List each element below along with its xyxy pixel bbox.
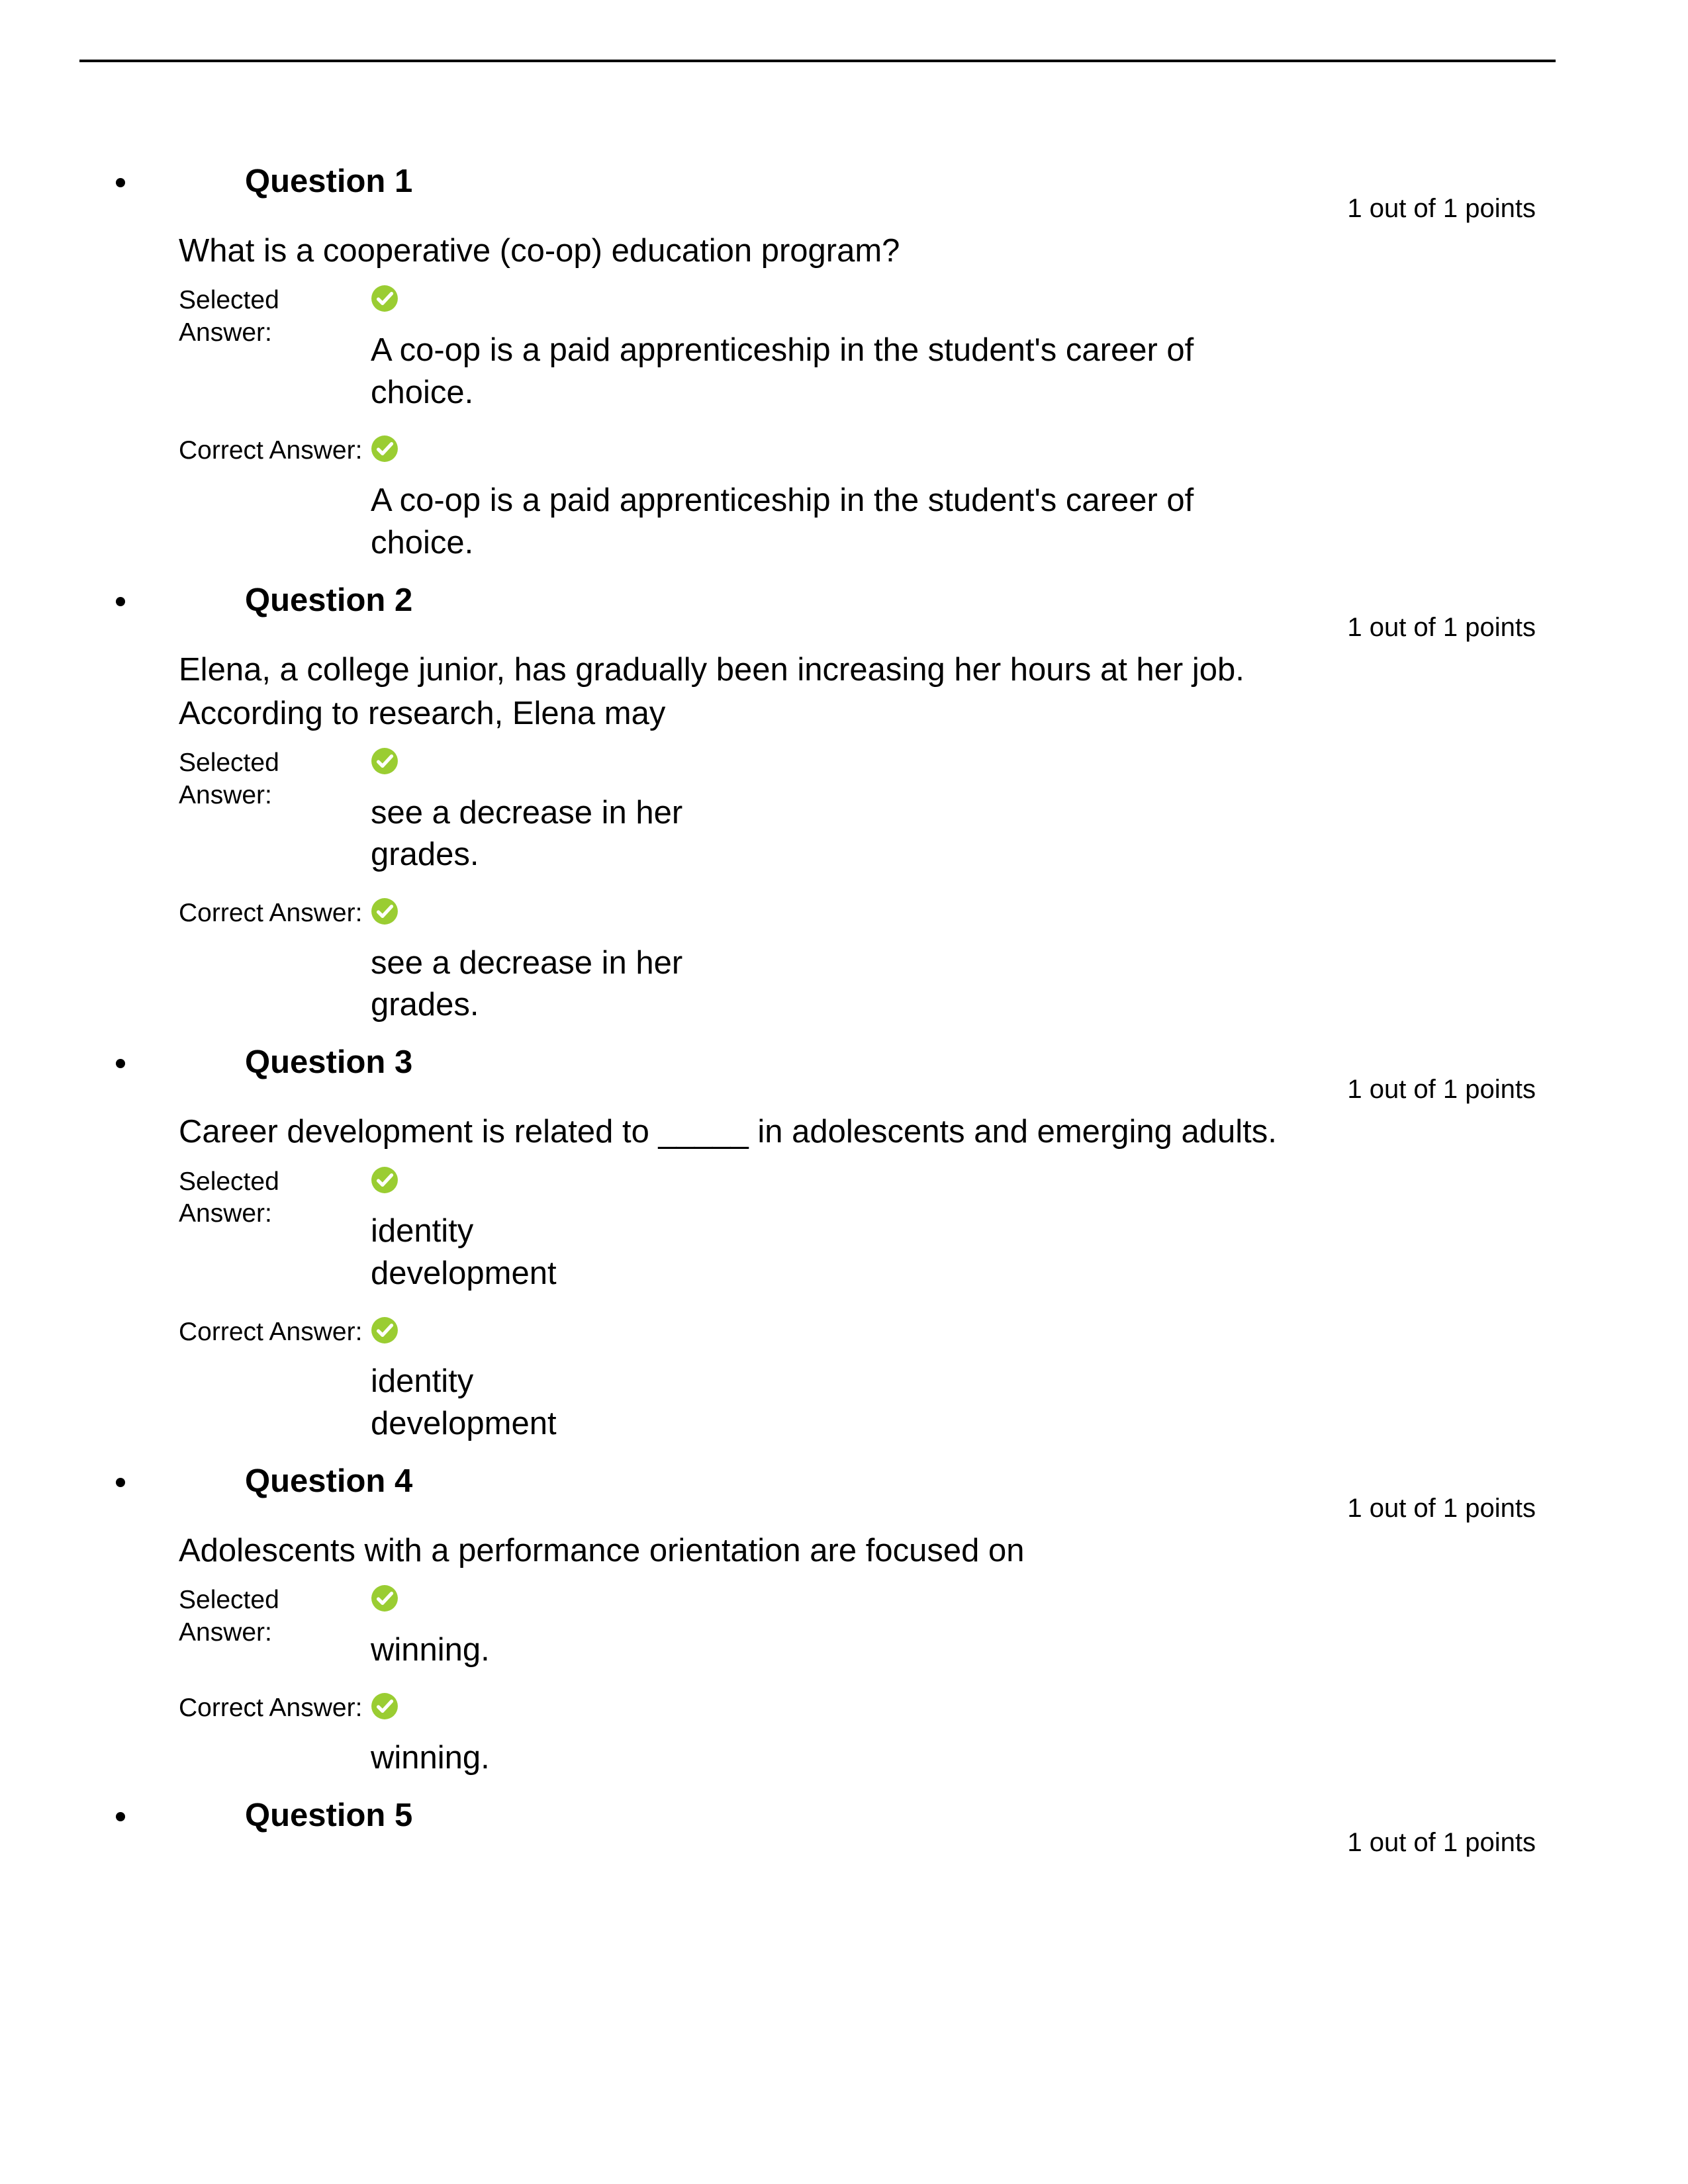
correct-answer-label: Correct Answer: (179, 1692, 371, 1725)
correct-answer-value: identity development (371, 1316, 1556, 1445)
selected-answer-text: identity development (371, 1210, 602, 1295)
question-prompt: What is a cooperative (co-op) education … (179, 229, 1383, 273)
question-body: What is a cooperative (co-op) education … (139, 229, 1556, 564)
selected-answer-label: Selected Answer: (179, 747, 371, 812)
correct-answer-label: Correct Answer: (179, 897, 371, 930)
question-prompt: Career development is related to _____ i… (179, 1110, 1383, 1154)
answers-grid: Selected Answer:winning.Correct Answer:w… (179, 1584, 1556, 1780)
selected-answer-text: winning. (371, 1629, 490, 1672)
selected-answer-label: Selected Answer: (179, 1584, 371, 1649)
question-prompt: Elena, a college junior, has gradually b… (179, 648, 1383, 735)
question-title: Question 4 (139, 1461, 412, 1502)
correct-answer-value: A co-op is a paid apprenticeship in the … (371, 435, 1556, 564)
correct-answer-text: see a decrease in her grades. (371, 942, 741, 1026)
question-title: Question 1 (139, 161, 412, 202)
check-icon (371, 285, 399, 312)
check-icon (371, 435, 399, 463)
correct-answer-value: see a decrease in her grades. (371, 897, 1556, 1026)
check-icon (371, 1692, 399, 1720)
question-prompt: Adolescents with a performance orientati… (179, 1529, 1383, 1572)
answers-grid: Selected Answer:see a decrease in her gr… (179, 747, 1556, 1026)
selected-answer-value: A co-op is a paid apprenticeship in the … (371, 285, 1556, 414)
selected-answer-value: see a decrease in her grades. (371, 747, 1556, 876)
answers-grid: Selected Answer:A co-op is a paid appren… (179, 285, 1556, 564)
check-icon (371, 747, 399, 775)
question-title: Question 3 (139, 1042, 412, 1083)
question-item: Question 21 out of 1 pointsElena, a coll… (139, 580, 1556, 1043)
correct-answer-label: Correct Answer: (179, 435, 371, 467)
question-list: Question 11 out of 1 pointsWhat is a coo… (79, 161, 1556, 1867)
correct-answer-text: identity development (371, 1361, 602, 1445)
correct-answer-value: winning. (371, 1692, 1556, 1779)
question-body: Elena, a college junior, has gradually b… (139, 648, 1556, 1026)
check-icon (371, 897, 399, 925)
top-divider (79, 60, 1556, 62)
check-icon (371, 1166, 399, 1194)
check-icon (371, 1316, 399, 1344)
question-body: Adolescents with a performance orientati… (139, 1529, 1556, 1780)
selected-answer-value: winning. (371, 1584, 1556, 1671)
question-item: Question 41 out of 1 pointsAdolescents w… (139, 1461, 1556, 1796)
question-title: Question 2 (139, 580, 412, 621)
correct-answer-label: Correct Answer: (179, 1316, 371, 1349)
answers-grid: Selected Answer:identity developmentCorr… (179, 1166, 1556, 1445)
question-item: Question 31 out of 1 pointsCareer develo… (139, 1042, 1556, 1461)
selected-answer-text: A co-op is a paid apprenticeship in the … (371, 330, 1198, 414)
page-container: Question 11 out of 1 pointsWhat is a coo… (0, 0, 1688, 1927)
selected-answer-label: Selected Answer: (179, 1166, 371, 1231)
question-body: Career development is related to _____ i… (139, 1110, 1556, 1445)
correct-answer-text: A co-op is a paid apprenticeship in the … (371, 480, 1198, 564)
question-item: Question 11 out of 1 pointsWhat is a coo… (139, 161, 1556, 580)
selected-answer-text: see a decrease in her grades. (371, 792, 741, 876)
selected-answer-label: Selected Answer: (179, 285, 371, 349)
correct-answer-text: winning. (371, 1737, 490, 1780)
selected-answer-value: identity development (371, 1166, 1556, 1295)
check-icon (371, 1584, 399, 1612)
question-item: Question 51 out of 1 points (139, 1796, 1556, 1867)
question-title: Question 5 (139, 1796, 412, 1836)
